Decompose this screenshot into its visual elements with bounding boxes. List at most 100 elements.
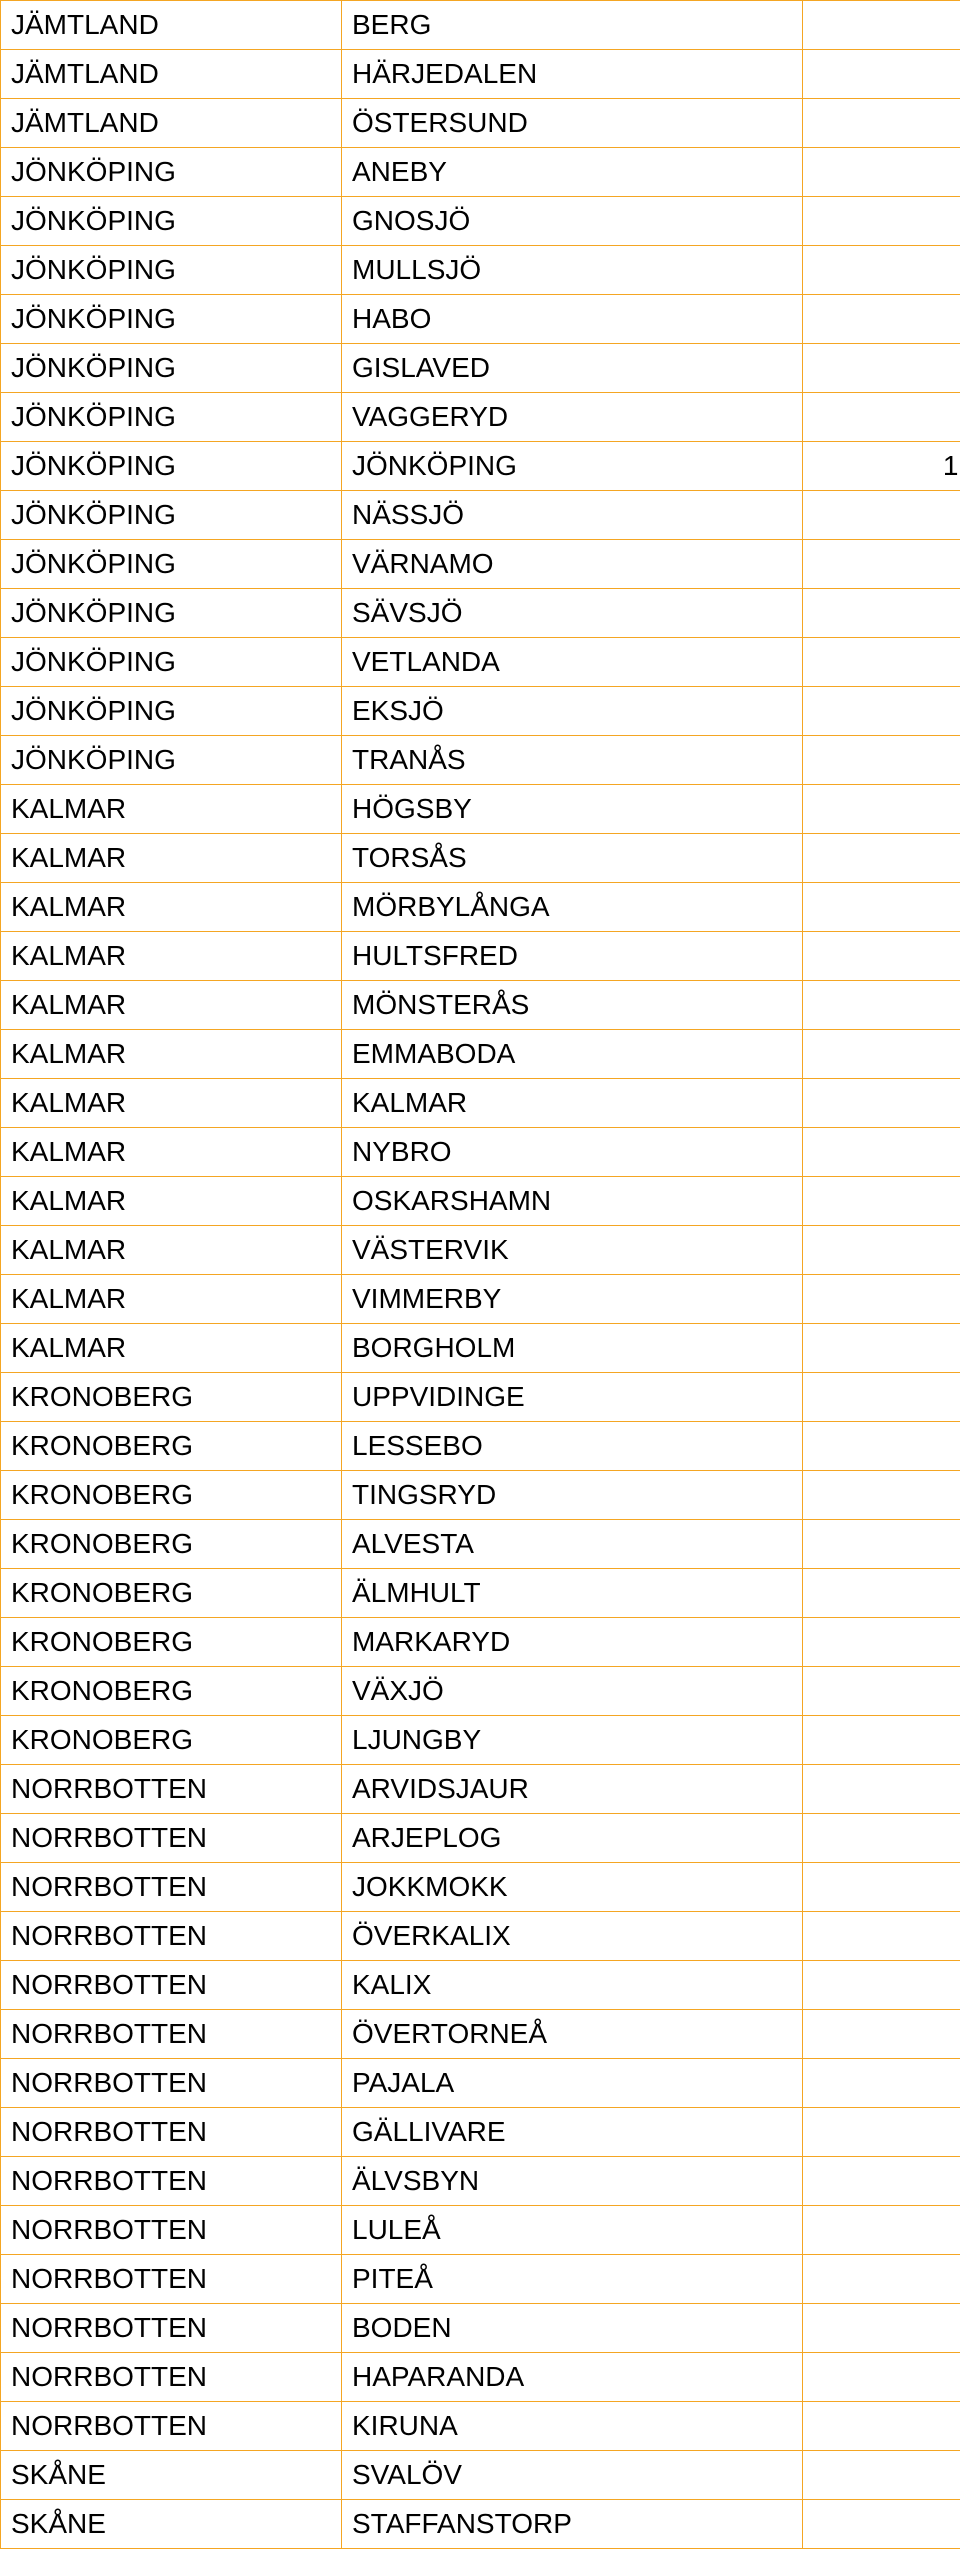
region-cell: KALMAR [1, 932, 342, 981]
region-cell: NORRBOTTEN [1, 2353, 342, 2402]
value-cell: 104 [803, 2353, 960, 2402]
value-cell: 37 [803, 981, 960, 1030]
region-cell: NORRBOTTEN [1, 1961, 342, 2010]
table-row: KALMARVÄSTERVIK370 [1, 1226, 960, 1275]
region-cell: KRONOBERG [1, 1716, 342, 1765]
region-cell: KALMAR [1, 1079, 342, 1128]
value-cell: 140 [803, 2255, 960, 2304]
municipality-cell: JOKKMOKK [342, 1863, 803, 1912]
value-cell: 9 [803, 2157, 960, 2206]
table-row: NORRBOTTENARJEPLOG12 [1, 1814, 960, 1863]
table-row: JÖNKÖPINGEKSJÖ89 [1, 687, 960, 736]
municipality-cell: NYBRO [342, 1128, 803, 1177]
table-row: KRONOBERGVÄXJÖ730 [1, 1667, 960, 1716]
value-cell: 69 [803, 1324, 960, 1373]
municipality-cell: VÄRNAMO [342, 540, 803, 589]
table-row: NORRBOTTENPITEÅ140 [1, 2255, 960, 2304]
value-cell: 189 [803, 491, 960, 540]
table-row: NORRBOTTENLULEÅ912 [1, 2206, 960, 2255]
value-cell: 59 [803, 1520, 960, 1569]
region-cell: KALMAR [1, 1275, 342, 1324]
municipality-cell: STAFFANSTORP [342, 2500, 803, 2549]
region-cell: KALMAR [1, 1177, 342, 1226]
municipality-cell: MÖRBYLÅNGA [342, 883, 803, 932]
value-cell: 12 [803, 1814, 960, 1863]
region-cell: JÖNKÖPING [1, 344, 342, 393]
municipality-cell: ÄLMHULT [342, 1569, 803, 1618]
region-cell: KALMAR [1, 883, 342, 932]
table-row: KRONOBERGALVESTA59 [1, 1520, 960, 1569]
region-cell: KALMAR [1, 981, 342, 1030]
table-row: SKÅNESTAFFANSTORP155 [1, 2500, 960, 2549]
table-row: NORRBOTTENBODEN214 [1, 2304, 960, 2353]
region-cell: JÖNKÖPING [1, 197, 342, 246]
region-cell: NORRBOTTEN [1, 2206, 342, 2255]
value-cell: 11 [803, 1373, 960, 1422]
value-cell: 181 [803, 2402, 960, 2451]
table-row: NORRBOTTENÄLVSBYN9 [1, 2157, 960, 2206]
value-cell: 856 [803, 1079, 960, 1128]
municipality-cell: TINGSRYD [342, 1471, 803, 1520]
municipality-cell: ÄLVSBYN [342, 2157, 803, 2206]
value-cell: 11 [803, 785, 960, 834]
table-row: KALMARKALMAR856 [1, 1079, 960, 1128]
municipality-cell: VIMMERBY [342, 1275, 803, 1324]
municipality-cell: PAJALA [342, 2059, 803, 2108]
table-row: KRONOBERGTINGSRYD34 [1, 1471, 960, 1520]
value-cell: 1 424 [803, 442, 960, 491]
value-cell: 16 [803, 1, 960, 50]
municipality-cell: ANEBY [342, 148, 803, 197]
value-cell: 150 [803, 1716, 960, 1765]
region-cell: KALMAR [1, 785, 342, 834]
table-row: NORRBOTTENJOKKMOKK11 [1, 1863, 960, 1912]
region-cell: JÄMTLAND [1, 99, 342, 148]
value-cell: 50 [803, 148, 960, 197]
value-cell: 74 [803, 638, 960, 687]
region-cell: NORRBOTTEN [1, 2157, 342, 2206]
region-cell: SKÅNE [1, 2451, 342, 2500]
municipality-cell: LULEÅ [342, 2206, 803, 2255]
region-cell: NORRBOTTEN [1, 2304, 342, 2353]
value-cell: 148 [803, 2108, 960, 2157]
value-cell: 155 [803, 2500, 960, 2549]
table-row: JÖNKÖPINGTRANÅS129 [1, 736, 960, 785]
municipality-cell: OSKARSHAMN [342, 1177, 803, 1226]
region-cell: NORRBOTTEN [1, 1912, 342, 1961]
value-cell: 912 [803, 2206, 960, 2255]
value-cell: 37 [803, 2451, 960, 2500]
value-cell: 34 [803, 1471, 960, 1520]
value-cell: 22 [803, 1618, 960, 1667]
region-cell: JÖNKÖPING [1, 442, 342, 491]
value-cell: 8 [803, 2010, 960, 2059]
table-row: KALMARHULTSFRED14 [1, 932, 960, 981]
municipality-cell: VETLANDA [342, 638, 803, 687]
table-row: JÄMTLANDÖSTERSUND877 [1, 99, 960, 148]
region-cell: KRONOBERG [1, 1422, 342, 1471]
municipality-cell: ÖVERTORNEÅ [342, 2010, 803, 2059]
region-cell: KALMAR [1, 1226, 342, 1275]
table-row: JÄMTLANDBERG16 [1, 1, 960, 50]
table-row: JÖNKÖPINGVÄRNAMO228 [1, 540, 960, 589]
value-cell: 132 [803, 1961, 960, 2010]
table-row: NORRBOTTENÖVERKALIX5 [1, 1912, 960, 1961]
municipality-cell: PITEÅ [342, 2255, 803, 2304]
municipality-cell: GÄLLIVARE [342, 2108, 803, 2157]
region-cell: JÄMTLAND [1, 50, 342, 99]
region-cell: JÖNKÖPING [1, 148, 342, 197]
table-row: KALMARTORSÅS20 [1, 834, 960, 883]
region-cell: KRONOBERG [1, 1520, 342, 1569]
municipality-cell: HULTSFRED [342, 932, 803, 981]
value-cell: 163 [803, 344, 960, 393]
municipality-cell: JÖNKÖPING [342, 442, 803, 491]
region-cell: NORRBOTTEN [1, 2108, 342, 2157]
municipality-cell: HAPARANDA [342, 2353, 803, 2402]
region-cell: KALMAR [1, 1324, 342, 1373]
table-row: NORRBOTTENARVIDSJAUR18 [1, 1765, 960, 1814]
table-row: JÖNKÖPINGGNOSJÖ24 [1, 197, 960, 246]
region-cell: NORRBOTTEN [1, 1863, 342, 1912]
table-row: JÖNKÖPINGVAGGERYD46 [1, 393, 960, 442]
table-row: NORRBOTTENPAJALA11 [1, 2059, 960, 2108]
table-row: JÖNKÖPINGNÄSSJÖ189 [1, 491, 960, 540]
region-cell: JÖNKÖPING [1, 687, 342, 736]
table-row: KRONOBERGMARKARYD22 [1, 1618, 960, 1667]
